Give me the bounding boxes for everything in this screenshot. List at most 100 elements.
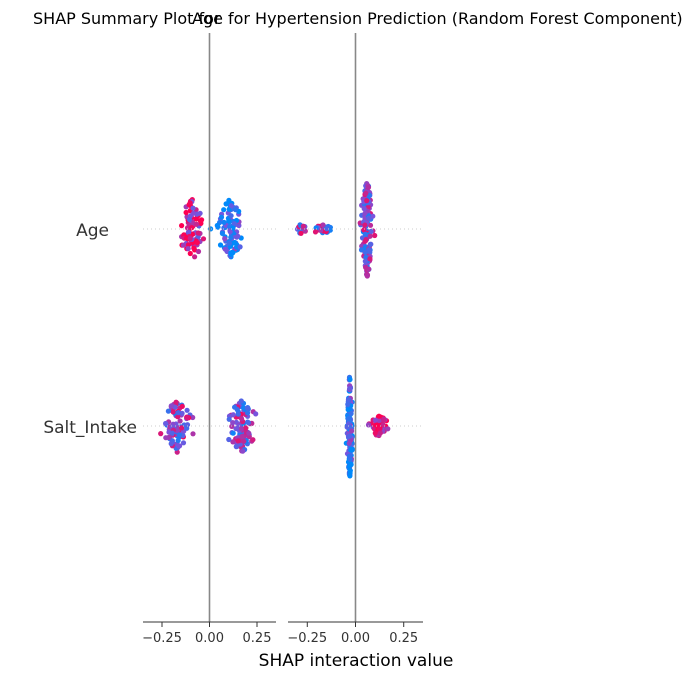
shap-point (184, 225, 191, 231)
shap-point (240, 448, 246, 454)
shap-point (302, 228, 308, 234)
scatter-points (158, 181, 391, 479)
shap-point (179, 403, 185, 409)
shap-point (177, 418, 183, 424)
shap-point (168, 403, 174, 409)
shap-point (376, 413, 382, 419)
shap-point (385, 426, 391, 432)
shap-point (362, 210, 368, 216)
shap-point (347, 470, 353, 476)
y-label-age: Age (76, 221, 109, 241)
shap-point (253, 411, 259, 417)
shap-point (187, 250, 193, 257)
shap-point (362, 258, 368, 264)
shap-point (298, 230, 304, 236)
shap-point (226, 240, 233, 246)
shap-point (175, 410, 181, 416)
chart-title-left: SHAP Summary Plot for (33, 9, 221, 28)
shap-point (184, 407, 190, 413)
shap-point (344, 424, 350, 430)
shap-point (183, 209, 189, 216)
x-tick-label: 0.25 (243, 631, 272, 646)
shap-point (165, 408, 171, 414)
shap-point (180, 440, 187, 446)
shap-point (228, 234, 234, 240)
shap-point (226, 436, 232, 443)
shap-point (192, 254, 198, 260)
shap-point (238, 398, 244, 404)
shap-point (240, 405, 247, 411)
shap-point (189, 225, 195, 231)
shap-point (158, 431, 164, 437)
shap-point (199, 217, 205, 223)
shap-point (348, 462, 354, 468)
x-axis-label: SHAP interaction value (259, 651, 454, 671)
title-right-rest: for Hypertension Prediction (Random Fore… (228, 9, 683, 28)
shap-point (163, 420, 169, 427)
chart-title-right: Age for Hypertension Prediction (Random F… (192, 9, 683, 28)
shap-point (200, 236, 207, 242)
shap-point (235, 438, 241, 444)
shap-point (233, 426, 239, 432)
shap-point (168, 441, 174, 447)
shap-point (237, 244, 243, 250)
shap-point (370, 213, 376, 219)
shap-point (179, 425, 185, 431)
shap-point (347, 376, 353, 383)
shap-point (223, 201, 229, 207)
shap-point (358, 247, 365, 253)
shap-point (238, 426, 244, 432)
y-label-salt-intake: Salt_Intake (43, 418, 137, 438)
shap-point (195, 248, 202, 255)
shap-point (243, 425, 249, 431)
shap-point (364, 198, 370, 204)
shap-point (194, 239, 200, 246)
shap-point (312, 229, 319, 235)
shap-point (238, 416, 245, 422)
shap-point (239, 433, 245, 440)
shap-point (230, 225, 236, 231)
shap-point (228, 213, 234, 219)
shap-point (244, 405, 251, 411)
shap-point (226, 416, 232, 422)
shap-point (230, 430, 236, 436)
x-tick-label: 0.25 (389, 631, 418, 646)
shap-point (362, 231, 368, 237)
shap-point (217, 242, 224, 248)
shap-point (230, 439, 236, 445)
shap-point (170, 409, 176, 415)
shap-point (169, 430, 175, 436)
shap-point (221, 207, 227, 213)
shap-point (215, 224, 221, 230)
x-tick-label: −0.25 (287, 631, 327, 646)
shap-point (163, 435, 169, 441)
shap-point (175, 414, 181, 420)
axes: −0.25 0.00 0.25 −0.25 0.00 0.25 (142, 33, 423, 646)
shap-point (231, 221, 237, 227)
shap-point (345, 401, 351, 407)
shap-point (363, 190, 369, 196)
shap-point (377, 430, 383, 436)
shap-point (346, 415, 352, 421)
shap-point (219, 230, 225, 236)
shap-point (366, 215, 372, 221)
shap-point (349, 446, 356, 452)
shap-point (190, 431, 196, 437)
shap-point (361, 227, 367, 233)
shap-point (381, 417, 387, 423)
shap-point (186, 217, 193, 223)
shap-point (191, 245, 197, 251)
shap-point (324, 226, 330, 232)
shap-point (347, 386, 353, 392)
shap-point (372, 417, 379, 423)
shap-point (222, 236, 228, 242)
shap-point (347, 433, 353, 439)
shap-point (367, 256, 373, 262)
shap-point (228, 203, 234, 209)
shap-point (372, 430, 378, 436)
shap-point (185, 230, 191, 236)
shap-point (346, 397, 352, 403)
shap-point (364, 273, 370, 279)
shap-point (185, 246, 191, 252)
